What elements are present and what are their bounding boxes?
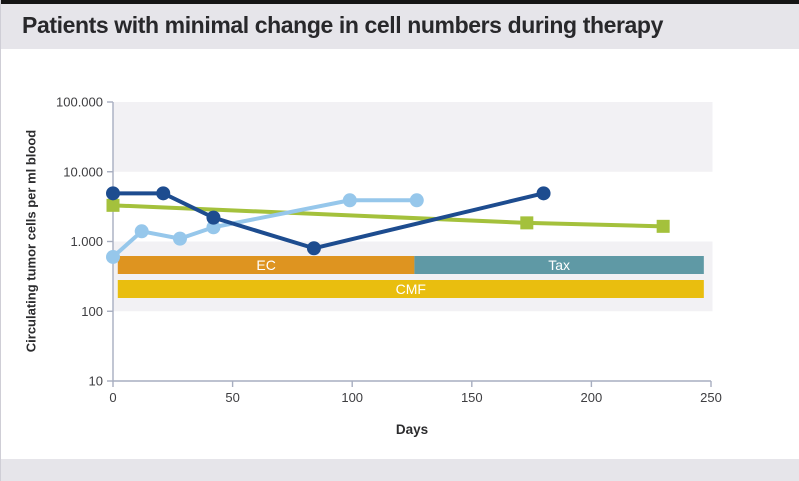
therapy-bar-cmf	[117, 280, 704, 298]
footer-band	[1, 459, 799, 481]
top-border	[1, 0, 799, 4]
data-point-patient-light-blue	[409, 193, 424, 208]
x-tick-label: 250	[700, 390, 722, 405]
data-point-patient-green	[106, 198, 120, 212]
data-point-patient-light-blue	[172, 231, 187, 246]
line-chart: EC Tax CMF 10 100 1.000 10.000 100.000 0 50 100 150…	[56, 95, 722, 438]
data-point-patient-dark-blue	[536, 186, 551, 201]
y-tick-label: 10	[89, 374, 103, 389]
y-tick-label: 100	[81, 304, 103, 319]
therapy-bar-ec	[117, 256, 415, 274]
title-band: Patients with minimal change in cell num…	[1, 4, 799, 49]
y-tick-label: 100.000	[56, 95, 103, 110]
x-tick-label: 150	[461, 390, 483, 405]
data-point-patient-light-blue	[206, 220, 221, 235]
data-point-patient-dark-blue	[306, 241, 321, 256]
x-tick-label: 200	[581, 390, 603, 405]
y-tick-label: 10.000	[63, 164, 103, 179]
shaded-band	[113, 241, 713, 312]
data-point-patient-green	[656, 219, 670, 233]
y-axis-title: Circulating tumor cells per ml blood	[23, 129, 39, 353]
shaded-band	[113, 102, 713, 172]
data-point-patient-green	[520, 216, 534, 230]
therapy-bar-tax	[414, 256, 704, 274]
data-point-patient-dark-blue	[206, 210, 221, 225]
x-tick-label: 100	[341, 390, 363, 405]
data-point-patient-light-blue	[106, 249, 120, 264]
x-tick-label: 50	[225, 390, 239, 405]
y-tick-label: 1.000	[70, 234, 103, 249]
data-point-patient-light-blue	[134, 224, 149, 239]
page-title: Patients with minimal change in cell num…	[22, 12, 663, 38]
data-point-patient-dark-blue	[156, 186, 171, 201]
x-tick-label: 0	[109, 390, 116, 405]
data-point-patient-light-blue	[342, 193, 357, 208]
therapy-bar-label-cmf: CMF	[396, 281, 426, 297]
therapy-bar-label-tax: Tax	[548, 257, 570, 273]
therapy-bar-label-ec: EC	[256, 257, 275, 273]
data-point-patient-dark-blue	[106, 186, 120, 201]
chart-card: Circulating tumor cells per ml blood EC T…	[1, 49, 799, 459]
x-axis-title: Days	[396, 422, 428, 437]
